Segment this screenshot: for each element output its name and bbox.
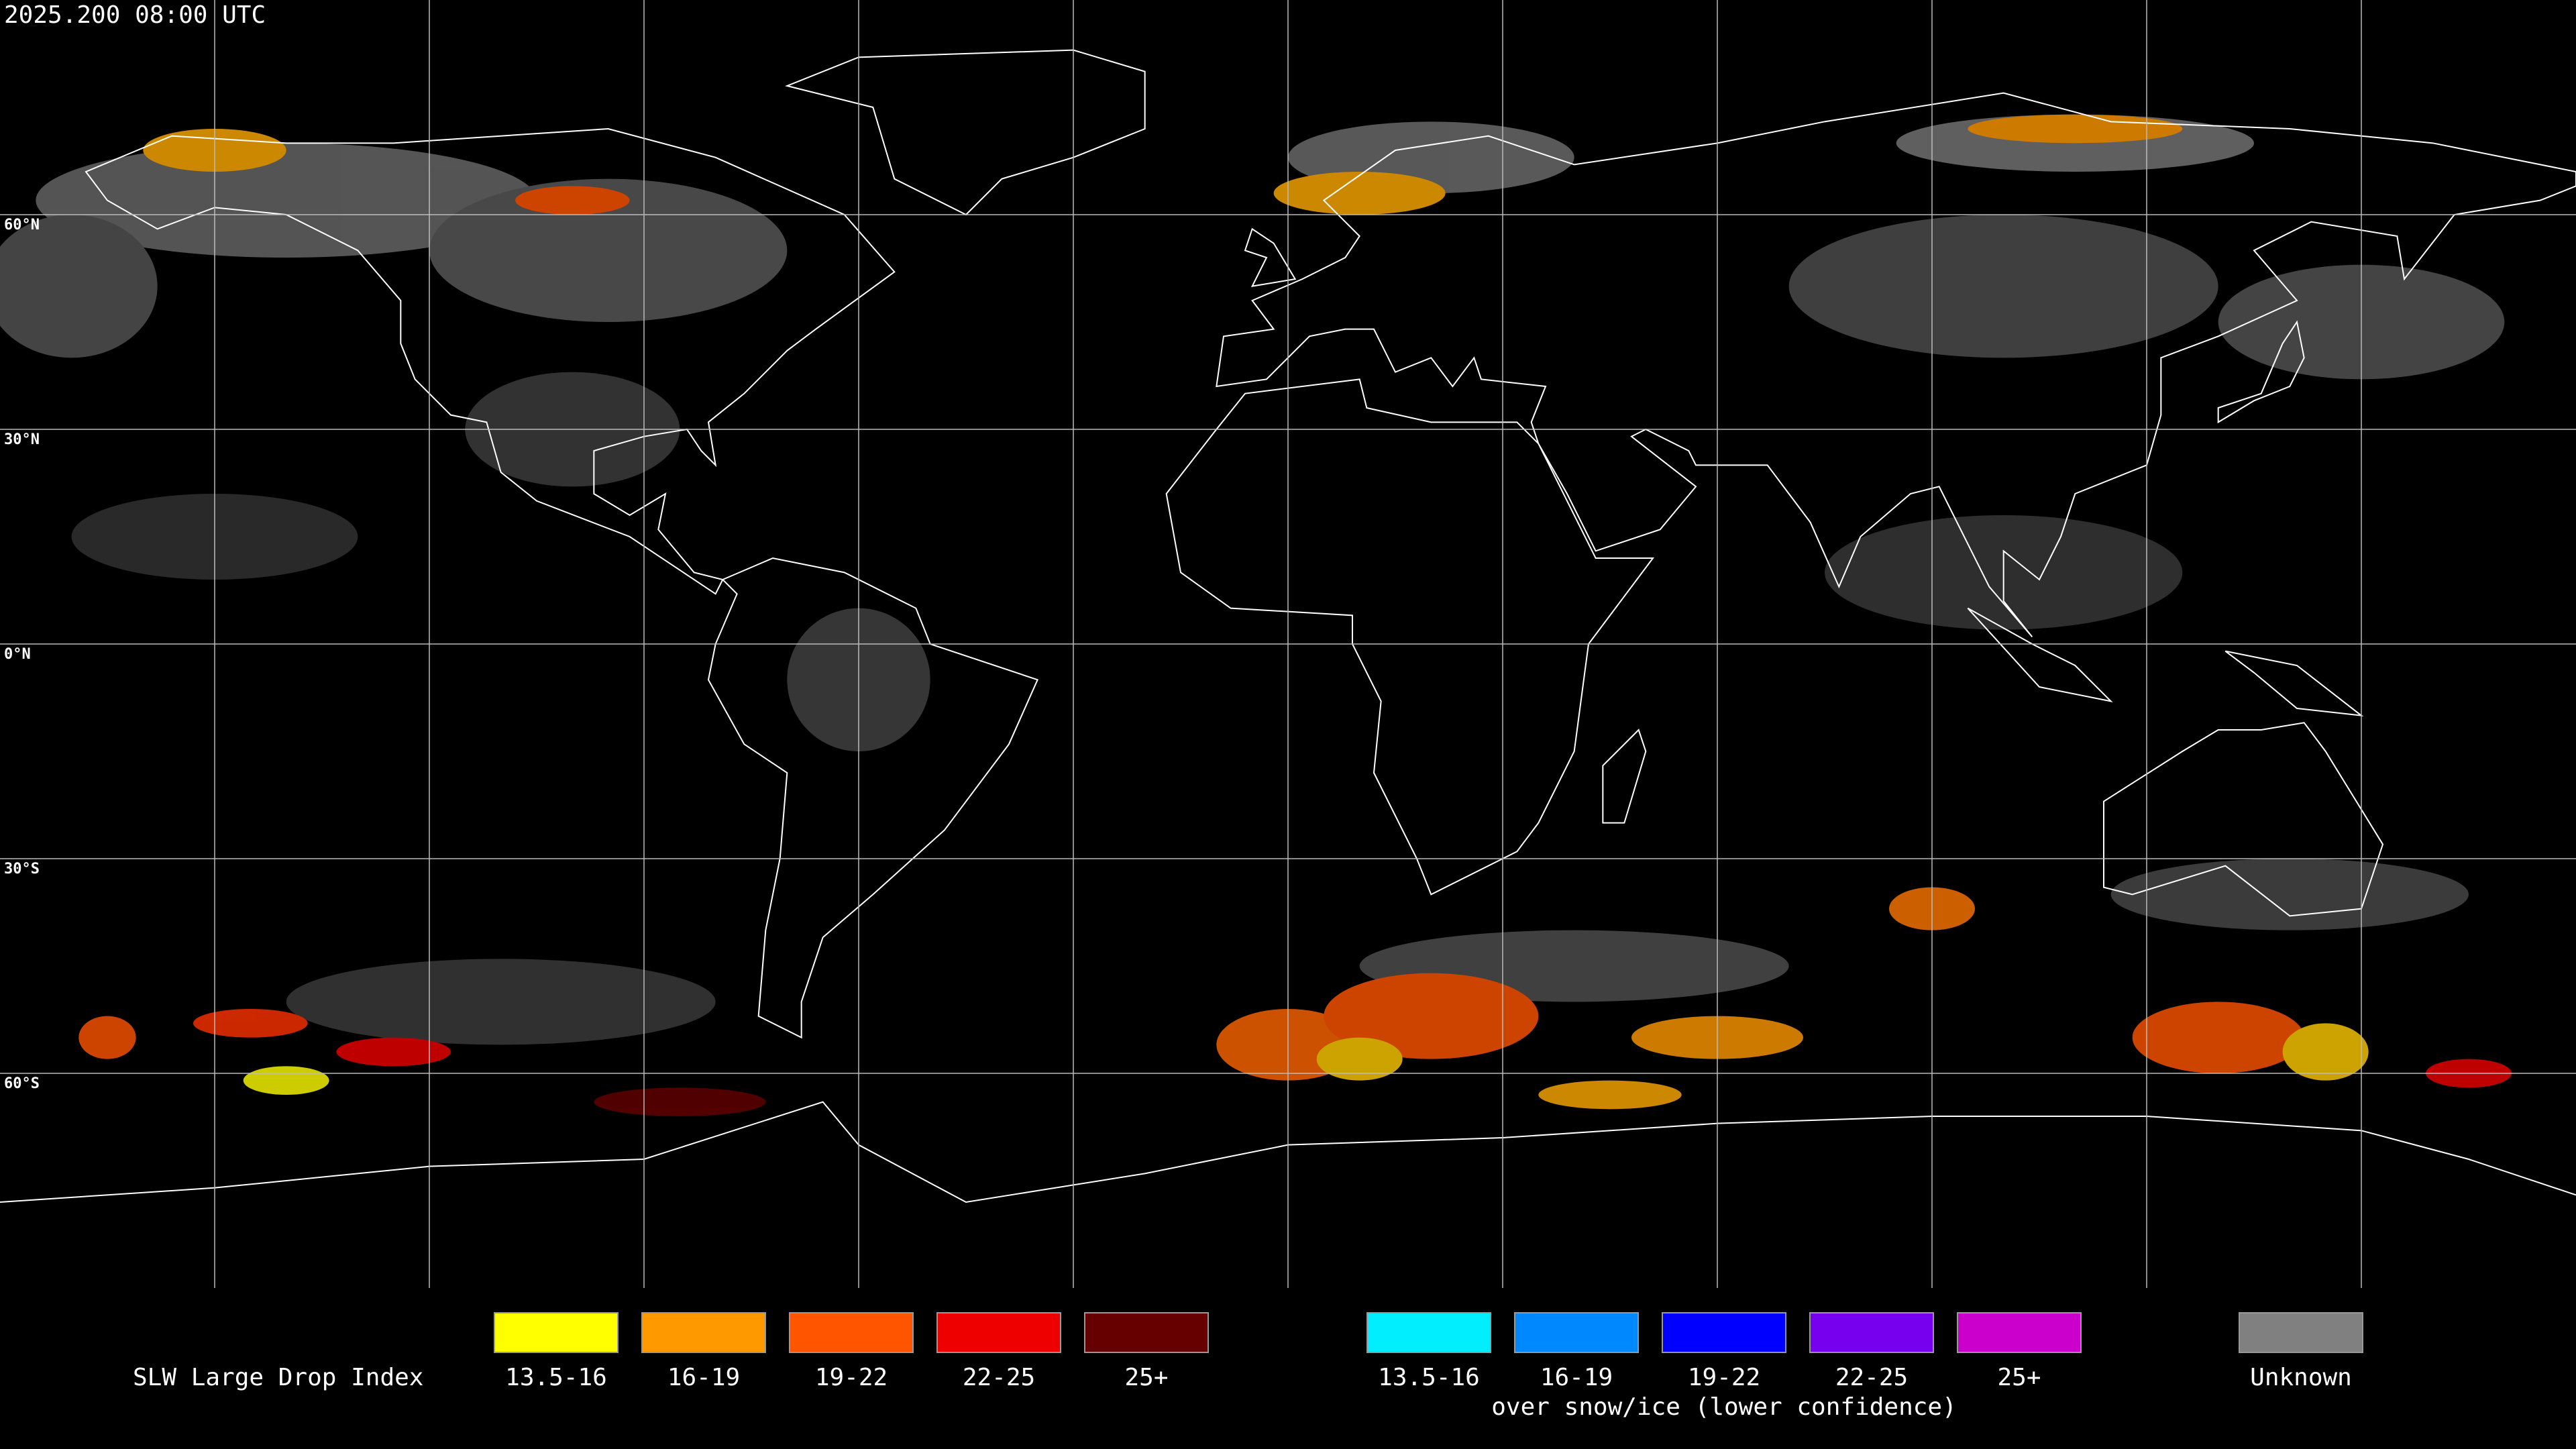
latitude-label: 60°N (4, 217, 40, 233)
legend-label: 25+ (1997, 1364, 2041, 1391)
legend-label: 19-22 (1688, 1364, 1760, 1391)
legend-swatch (1662, 1312, 1786, 1353)
latitude-label: 30°S (4, 861, 40, 877)
legend-swatch (1957, 1312, 2082, 1353)
latitude-label: 30°N (4, 431, 40, 448)
legend-label: Unknown (2250, 1364, 2352, 1391)
legend-swatch (1084, 1312, 1209, 1353)
map: 60°N 30°N 0°N 30°S 60°S (0, 0, 2576, 1288)
latitude-label: 60°S (4, 1075, 40, 1092)
legend-title: SLW Large Drop Index (133, 1364, 423, 1391)
legend-label: 13.5-16 (505, 1364, 607, 1391)
legend-swatch (641, 1312, 766, 1353)
legend-label: 13.5-16 (1378, 1364, 1480, 1391)
legend-swatch (936, 1312, 1061, 1353)
legend-caption: over snow/ice (lower confidence) (1491, 1393, 1957, 1421)
legend-label: 22-25 (963, 1364, 1035, 1391)
legend-label: 19-22 (815, 1364, 888, 1391)
legend-swatch (789, 1312, 914, 1353)
coastlines (0, 50, 2576, 1202)
legend-swatch (1514, 1312, 1639, 1353)
legend-label: 25+ (1124, 1364, 1168, 1391)
legend-swatch (494, 1312, 619, 1353)
legend-swatch (2239, 1312, 2363, 1353)
latitude-label: 0°N (4, 646, 31, 663)
legend-swatch (1809, 1312, 1934, 1353)
legend-swatch (1366, 1312, 1491, 1353)
legend-label: 22-25 (1835, 1364, 1908, 1391)
legend-label: 16-19 (1540, 1364, 1613, 1391)
legend-label: 16-19 (667, 1364, 740, 1391)
timestamp: 2025.200 08:00 UTC (4, 1, 266, 29)
